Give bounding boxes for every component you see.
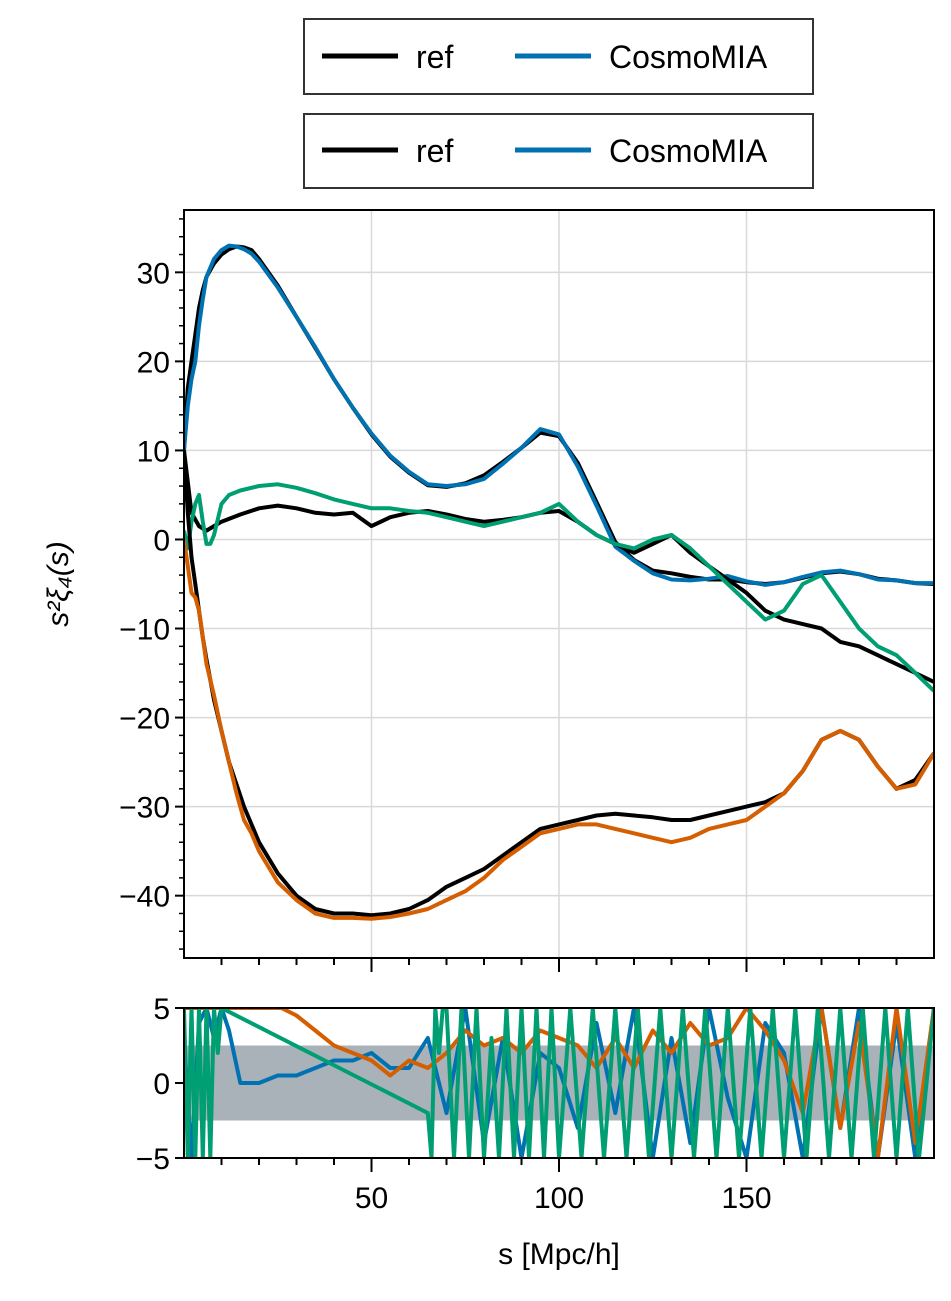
top-panel: −40 −30 −20 −10 0 10 20 30 s²ξ₄(s) — [42, 209, 935, 972]
y-tick-label: −10 — [119, 614, 170, 647]
legend-1-ref-label: ref — [416, 39, 453, 75]
bottom-panel-frame — [183, 1007, 935, 1159]
legend-1: ref CosmoMIA — [303, 18, 814, 95]
y-tick-label: 10 — [137, 435, 170, 468]
y-tick-label: 20 — [137, 346, 170, 379]
y-axis-label: s²ξ₄(s) — [42, 541, 75, 626]
top-panel-frame — [183, 209, 935, 959]
bottom-panel: −5 0 5 50 100 150 s [Mpc/h] — [136, 993, 935, 1271]
y-tick-label: −40 — [119, 881, 170, 914]
series-orange — [184, 539, 934, 921]
x-axis-label: s [Mpc/h] — [498, 1238, 620, 1271]
legend-2-ref-label: ref — [416, 133, 453, 169]
x-tick-label: 100 — [534, 1182, 584, 1215]
legend-2: ref CosmoMIA — [303, 113, 814, 189]
bottom-ticks: −5 0 5 50 100 150 — [136, 993, 898, 1215]
x-tick-label: 50 — [355, 1182, 388, 1215]
series-blue — [184, 243, 934, 587]
x-tick-label: 150 — [721, 1182, 771, 1215]
residual-green — [184, 1008, 934, 1158]
top-series — [184, 243, 934, 921]
series-green — [184, 482, 934, 693]
y-tick-label: 5 — [153, 993, 170, 1026]
y-tick-label: 30 — [137, 257, 170, 290]
legend-1-cosmomia-label: CosmoMIA — [609, 39, 768, 75]
y-tick-label: −20 — [119, 703, 170, 736]
top-ticks: −40 −30 −20 −10 0 10 20 30 — [119, 218, 898, 972]
y-tick-label: −30 — [119, 792, 170, 825]
legend-2-cosmomia-label: CosmoMIA — [609, 133, 768, 169]
y-tick-label: −5 — [136, 1143, 170, 1176]
y-tick-label: 0 — [153, 1068, 170, 1101]
y-tick-label: 0 — [153, 524, 170, 557]
bottom-series — [184, 1008, 934, 1158]
residual-blue — [184, 1008, 934, 1158]
